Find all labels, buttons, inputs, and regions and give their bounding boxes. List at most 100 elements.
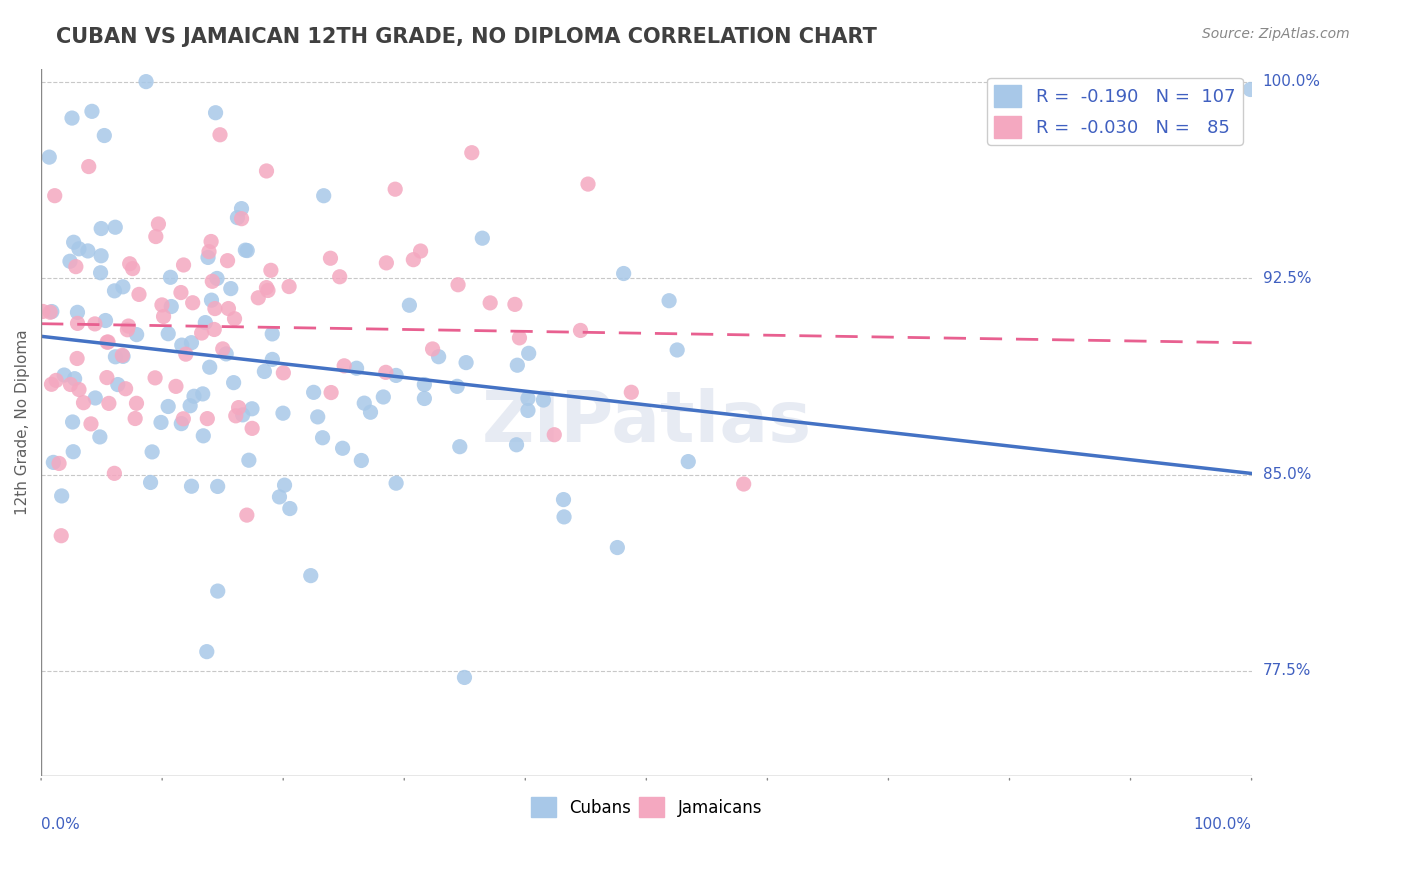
Cubans	[312, 188, 335, 202]
Cubans	[446, 379, 468, 393]
Text: 0.0%: 0.0%	[41, 817, 80, 832]
Cubans	[200, 293, 222, 308]
Cubans	[62, 415, 84, 429]
Cubans	[471, 231, 494, 245]
Cubans	[222, 376, 245, 390]
Jamaicans	[333, 359, 356, 373]
Cubans	[666, 343, 689, 357]
Jamaicans	[374, 365, 396, 379]
Cubans	[94, 313, 117, 327]
Jamaicans	[103, 467, 125, 481]
Jamaicans	[59, 377, 82, 392]
Cubans	[204, 105, 226, 120]
Jamaicans	[114, 382, 136, 396]
Jamaicans	[319, 385, 342, 400]
Jamaicans	[447, 277, 470, 292]
Text: 85.0%: 85.0%	[1263, 467, 1310, 482]
Cubans	[278, 501, 301, 516]
Jamaicans	[620, 385, 643, 400]
Jamaicans	[96, 370, 118, 384]
Cubans	[63, 372, 86, 386]
Cubans	[141, 445, 163, 459]
Jamaicans	[80, 417, 103, 431]
Jamaicans	[48, 457, 70, 471]
Cubans	[93, 128, 115, 143]
Cubans	[80, 104, 103, 119]
Cubans	[38, 150, 60, 164]
Cubans	[613, 267, 636, 281]
Jamaicans	[173, 258, 195, 272]
Cubans	[1239, 82, 1261, 96]
Cubans	[449, 440, 471, 454]
Jamaicans	[409, 244, 432, 258]
Jamaicans	[117, 323, 139, 337]
Jamaicans	[543, 427, 565, 442]
Jamaicans	[67, 383, 90, 397]
Cubans	[253, 364, 276, 378]
Cubans	[332, 442, 354, 456]
Cubans	[506, 358, 529, 372]
Jamaicans	[39, 305, 62, 319]
Cubans	[299, 568, 322, 582]
Jamaicans	[96, 335, 118, 350]
Cubans	[231, 202, 253, 216]
Cubans	[678, 454, 700, 468]
Cubans	[170, 338, 193, 352]
Cubans	[207, 584, 229, 599]
Jamaicans	[45, 373, 67, 387]
Jamaicans	[231, 211, 253, 226]
Cubans	[311, 431, 333, 445]
Cubans	[42, 455, 65, 469]
Cubans	[516, 403, 538, 417]
Cubans	[205, 271, 228, 285]
Jamaicans	[257, 284, 280, 298]
Cubans	[59, 254, 82, 268]
Cubans	[307, 409, 329, 424]
Cubans	[170, 417, 193, 431]
Jamaicans	[211, 342, 233, 356]
Cubans	[157, 326, 180, 341]
Jamaicans	[576, 177, 599, 191]
Text: 77.5%: 77.5%	[1263, 664, 1310, 679]
Jamaicans	[111, 348, 134, 362]
Cubans	[139, 475, 162, 490]
Cubans	[273, 478, 295, 492]
Cubans	[271, 406, 294, 420]
Jamaicans	[260, 263, 283, 277]
Jamaicans	[402, 252, 425, 267]
Cubans	[385, 476, 408, 491]
Jamaicans	[172, 411, 194, 425]
Jamaicans	[217, 253, 239, 268]
Jamaicans	[118, 257, 141, 271]
Jamaicans	[190, 326, 212, 340]
Cubans	[84, 391, 107, 405]
Cubans	[66, 305, 89, 319]
Cubans	[180, 479, 202, 493]
Jamaicans	[128, 287, 150, 301]
Jamaicans	[170, 285, 193, 300]
Cubans	[553, 509, 575, 524]
Jamaicans	[224, 311, 246, 326]
Cubans	[516, 392, 538, 406]
Cubans	[135, 74, 157, 88]
Jamaicans	[200, 235, 222, 249]
Jamaicans	[208, 128, 231, 142]
Jamaicans	[508, 331, 530, 345]
Cubans	[505, 438, 527, 452]
Cubans	[553, 492, 575, 507]
Jamaicans	[247, 291, 270, 305]
Cubans	[517, 346, 540, 360]
Jamaicans	[181, 295, 204, 310]
Cubans	[232, 408, 254, 422]
Cubans	[60, 111, 83, 125]
Cubans	[104, 350, 127, 364]
Cubans	[111, 280, 134, 294]
Cubans	[219, 282, 242, 296]
Cubans	[373, 390, 395, 404]
Jamaicans	[256, 164, 278, 178]
Jamaicans	[97, 334, 120, 349]
Jamaicans	[143, 371, 166, 385]
Jamaicans	[201, 274, 224, 288]
Cubans	[215, 347, 238, 361]
Cubans	[150, 416, 173, 430]
